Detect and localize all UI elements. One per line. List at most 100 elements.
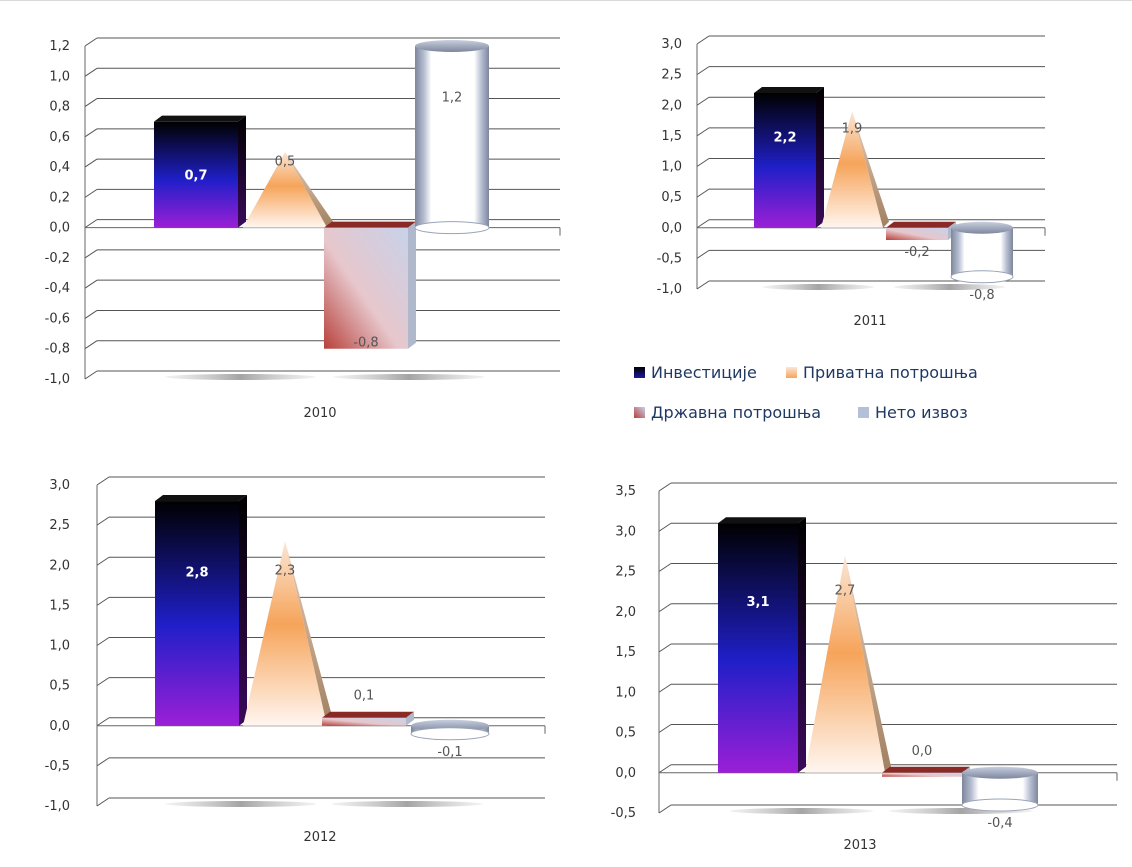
gridline-wall xyxy=(658,603,672,613)
gridline-wall xyxy=(96,797,110,807)
y-tick-label: -0,8 xyxy=(45,342,70,357)
legend-item-net-exports: Нето извоз xyxy=(858,403,968,422)
y-tick-label: 0,0 xyxy=(49,221,70,236)
data-label-net-exports: 1,2 xyxy=(442,90,463,105)
y-tick-label: 1,0 xyxy=(49,69,70,84)
bar-government-consumption xyxy=(886,227,948,240)
gridline-wall xyxy=(696,249,710,259)
gridline-wall xyxy=(84,37,98,47)
gridline-wall xyxy=(96,677,110,687)
y-tick-label: 2,0 xyxy=(615,605,636,620)
bar-private-consumption-side xyxy=(845,555,891,773)
gridline-wall xyxy=(658,563,672,572)
bar-investments xyxy=(718,523,798,773)
gridline-wall xyxy=(696,66,710,76)
bar-private-consumption-side xyxy=(285,541,333,726)
data-label-government-consumption: 0,0 xyxy=(912,744,933,759)
gridline-wall xyxy=(658,643,672,653)
gridline-wall xyxy=(696,35,710,45)
legend-label-investments: Инвестиције xyxy=(651,363,757,382)
gridline-wall xyxy=(696,219,710,229)
gridline-wall xyxy=(696,280,710,290)
bar-net-exports xyxy=(415,46,489,228)
y-tick-label: 0,2 xyxy=(49,190,70,205)
y-tick-label: 2,5 xyxy=(49,518,70,533)
chart-panel-2012: -1,0 -0,5 0,0 0,5 1,0 1,5 2,0 2,5 3,0 2,8 2,3 0,1 -0… xyxy=(45,476,546,845)
gridline-wall xyxy=(96,516,110,526)
y-tick-label: -1,0 xyxy=(45,799,70,814)
chart-panel-2013: -0,5 0,0 0,5 1,0 1,5 2,0 2,5 3,0 3,5 3,1 2,7 0,0 -0,… xyxy=(611,482,1118,853)
bar-investments xyxy=(754,93,816,228)
bar-net-exports-cap xyxy=(415,40,489,52)
bar-government-consumption xyxy=(324,227,408,349)
gridline-wall xyxy=(84,340,98,350)
bar-government-consumption-top xyxy=(886,221,956,228)
gridline-wall xyxy=(658,804,672,814)
data-label-government-consumption: -0,8 xyxy=(353,336,378,351)
chart-title-2010: 2010 xyxy=(303,406,336,421)
gridline-wall xyxy=(84,370,98,380)
bar-investments-top xyxy=(754,87,824,93)
bar-investments-top xyxy=(154,115,246,122)
gridline-wall xyxy=(84,158,98,168)
data-label-government-consumption: -0,2 xyxy=(904,245,929,260)
bar-investments-side xyxy=(816,87,824,228)
y-tick-label: 3,0 xyxy=(661,37,682,52)
gridline-wall xyxy=(658,764,672,774)
bar-investments-side xyxy=(239,495,247,726)
bar-net-exports-cap xyxy=(951,221,1013,234)
y-tick-label: 0,0 xyxy=(661,221,682,236)
y-tick-label: 1,0 xyxy=(661,160,682,175)
gridline-wall xyxy=(84,249,98,259)
chart-title-2013: 2013 xyxy=(843,838,876,853)
bar-investments xyxy=(154,121,238,228)
y-tick-label: 1,5 xyxy=(661,129,682,144)
bar-floor-shadow xyxy=(331,801,483,807)
data-label-investments: 2,8 xyxy=(185,565,208,580)
y-tick-label: 2,5 xyxy=(615,565,636,580)
y-tick-label: 1,5 xyxy=(49,598,70,613)
data-label-private-consumption: 2,7 xyxy=(835,584,856,599)
y-tick-label: 3,0 xyxy=(49,478,70,493)
bar-floor-shadow xyxy=(164,374,317,380)
gridline-wall xyxy=(84,128,98,138)
y-tick-label: 2,0 xyxy=(661,98,682,113)
y-tick-label: 0,4 xyxy=(49,160,70,175)
chart-title-2012: 2012 xyxy=(303,830,336,845)
y-tick-label: 0,8 xyxy=(49,100,70,115)
data-label-net-exports: -0,1 xyxy=(437,745,462,760)
data-label-private-consumption: 0,5 xyxy=(275,155,296,170)
y-tick-label: -0,5 xyxy=(45,759,70,774)
data-label-investments: 2,2 xyxy=(773,130,796,145)
bar-government-consumption-side xyxy=(408,221,416,349)
gridline-wall xyxy=(658,683,672,693)
gridline-wall xyxy=(658,522,672,532)
bar-floor-shadow xyxy=(165,801,317,807)
y-tick-label: 2,5 xyxy=(661,68,682,83)
bar-private-consumption xyxy=(805,555,885,773)
data-label-net-exports: -0,8 xyxy=(969,288,994,303)
y-tick-label: -0,2 xyxy=(45,251,70,266)
gridline-wall xyxy=(96,476,110,486)
y-tick-label: 2,0 xyxy=(49,558,70,573)
data-label-private-consumption: 2,3 xyxy=(275,563,296,578)
data-label-investments: 3,1 xyxy=(746,595,769,610)
y-tick-label: 0,0 xyxy=(615,766,636,781)
gridline-wall xyxy=(696,158,710,167)
legend-swatch-government-consumption xyxy=(634,407,645,418)
y-tick-label: 0,0 xyxy=(49,719,70,734)
gridline-wall xyxy=(84,279,98,289)
y-tick-label: 0,5 xyxy=(661,190,682,205)
legend-label-government-consumption: Државна потрошња xyxy=(651,403,821,422)
bar-investments-side xyxy=(798,517,806,773)
chart-title-2011: 2011 xyxy=(853,314,886,329)
gridline-wall xyxy=(658,724,672,733)
bar-net-exports-base xyxy=(410,727,490,741)
y-tick-label: 0,5 xyxy=(49,679,70,694)
bar-private-consumption xyxy=(821,111,883,228)
y-tick-label: -0,5 xyxy=(657,251,682,266)
legend-swatch-net-exports xyxy=(858,407,869,418)
y-tick-label: 1,0 xyxy=(49,639,70,654)
bar-investments xyxy=(155,501,239,726)
